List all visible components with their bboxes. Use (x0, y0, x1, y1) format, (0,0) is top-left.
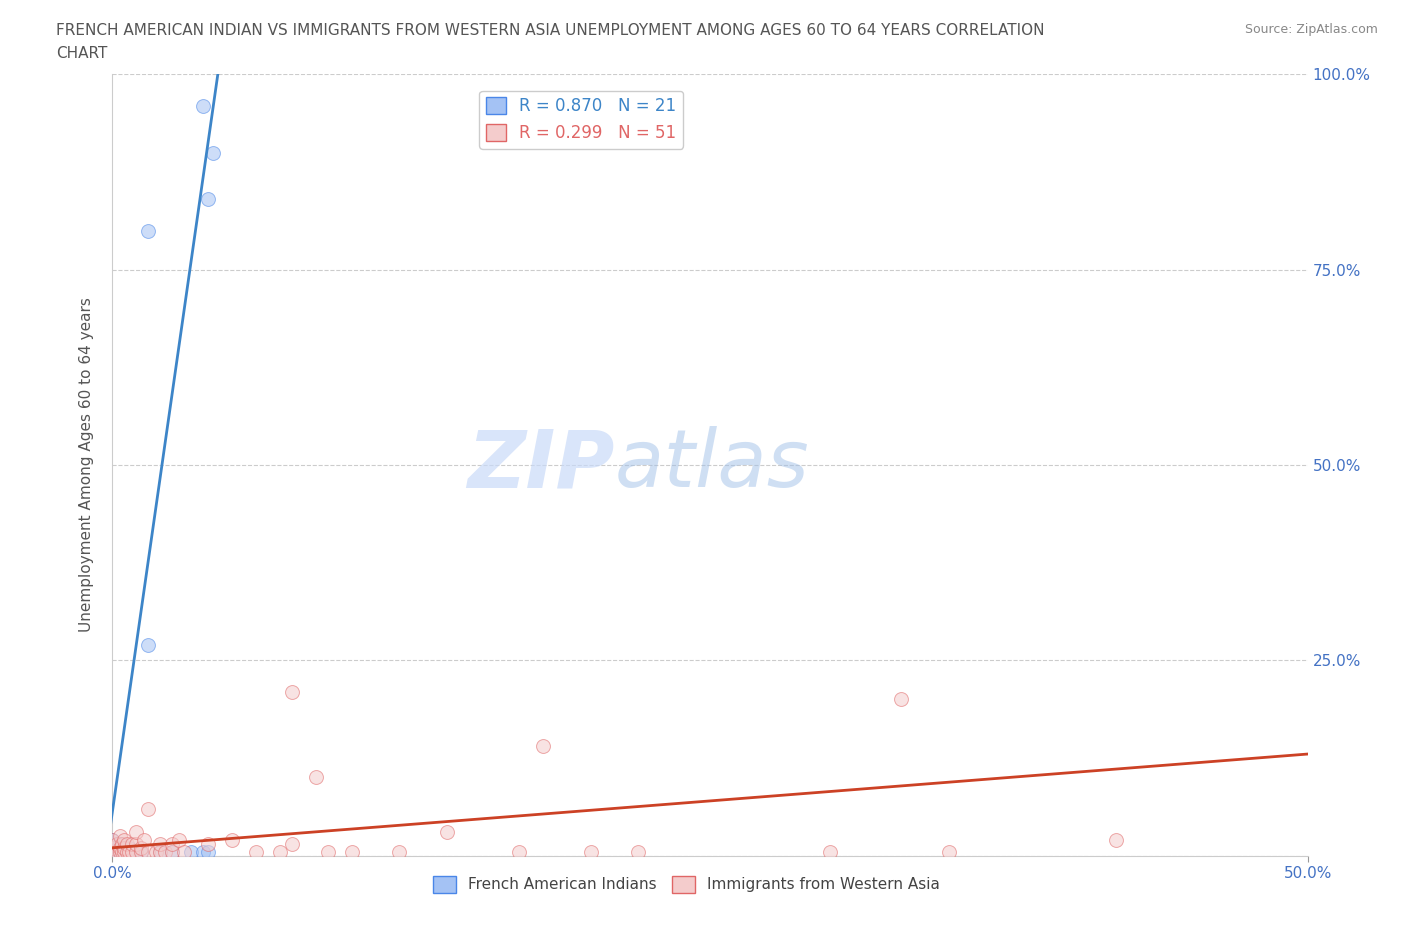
Point (108, 844, 131, 859)
Point (138, 802, 160, 817)
Point (149, 836, 172, 851)
Y-axis label: Unemployment Among Ages 60 to 64 years: Unemployment Among Ages 60 to 64 years (79, 298, 94, 632)
Point (114, 832, 135, 847)
Point (153, 844, 176, 859)
Point (281, 836, 304, 851)
Point (193, 844, 215, 859)
Point (316, 844, 339, 859)
Point (197, 836, 219, 851)
Point (436, 825, 458, 840)
Point (108, 844, 131, 859)
Point (111, 841, 134, 856)
Legend: French American Indians, Immigrants from Western Asia: French American Indians, Immigrants from… (426, 870, 946, 898)
Point (818, 844, 841, 859)
Point (118, 844, 141, 859)
Point (245, 844, 267, 859)
Point (114, 844, 135, 859)
Point (118, 841, 141, 856)
Point (108, 836, 131, 851)
Point (162, 844, 183, 859)
Point (201, 145, 224, 160)
Point (101, 844, 124, 859)
Point (508, 844, 530, 859)
Point (340, 844, 363, 859)
Point (108, 841, 131, 856)
Point (1105, 832, 1128, 847)
Point (114, 841, 135, 856)
Point (281, 684, 304, 699)
Point (149, 844, 172, 859)
Point (197, 192, 219, 206)
Point (180, 844, 202, 859)
Point (108, 829, 131, 844)
Point (129, 844, 152, 859)
Point (627, 844, 650, 859)
Point (125, 844, 148, 859)
Point (101, 832, 124, 847)
Point (111, 844, 134, 859)
Point (115, 844, 138, 859)
Point (173, 844, 195, 859)
Point (162, 836, 183, 851)
Text: Source: ZipAtlas.com: Source: ZipAtlas.com (1244, 23, 1378, 36)
Point (149, 844, 172, 859)
Point (138, 844, 160, 859)
Point (125, 825, 148, 840)
Point (890, 692, 912, 707)
Point (193, 99, 215, 113)
Point (938, 844, 960, 859)
Point (531, 738, 554, 753)
Point (105, 842, 128, 857)
Point (111, 836, 134, 851)
Point (105, 836, 128, 851)
Point (197, 844, 219, 859)
Point (138, 637, 160, 652)
Point (129, 844, 152, 859)
Point (115, 836, 138, 851)
Point (125, 844, 148, 859)
Point (101, 841, 124, 856)
Point (115, 844, 138, 859)
Point (105, 844, 128, 859)
Point (579, 844, 602, 859)
Point (101, 844, 124, 859)
Text: atlas: atlas (614, 426, 810, 504)
Point (269, 844, 291, 859)
Point (145, 844, 167, 859)
Point (388, 844, 411, 859)
Point (108, 841, 131, 856)
Point (305, 770, 328, 785)
Text: FRENCH AMERICAN INDIAN VS IMMIGRANTS FROM WESTERN ASIA UNEMPLOYMENT AMONG AGES 6: FRENCH AMERICAN INDIAN VS IMMIGRANTS FRO… (56, 23, 1045, 38)
Point (111, 844, 134, 859)
Point (114, 841, 135, 856)
Point (121, 836, 143, 851)
Point (121, 844, 143, 859)
Text: CHART: CHART (56, 46, 108, 61)
Point (101, 832, 124, 847)
Point (121, 844, 143, 859)
Point (138, 223, 160, 238)
Point (132, 832, 155, 847)
Point (125, 836, 148, 851)
Point (114, 844, 135, 859)
Point (169, 832, 191, 847)
Text: ZIP: ZIP (467, 426, 614, 504)
Point (221, 832, 243, 847)
Point (162, 844, 183, 859)
Point (129, 841, 152, 856)
Point (105, 844, 128, 859)
